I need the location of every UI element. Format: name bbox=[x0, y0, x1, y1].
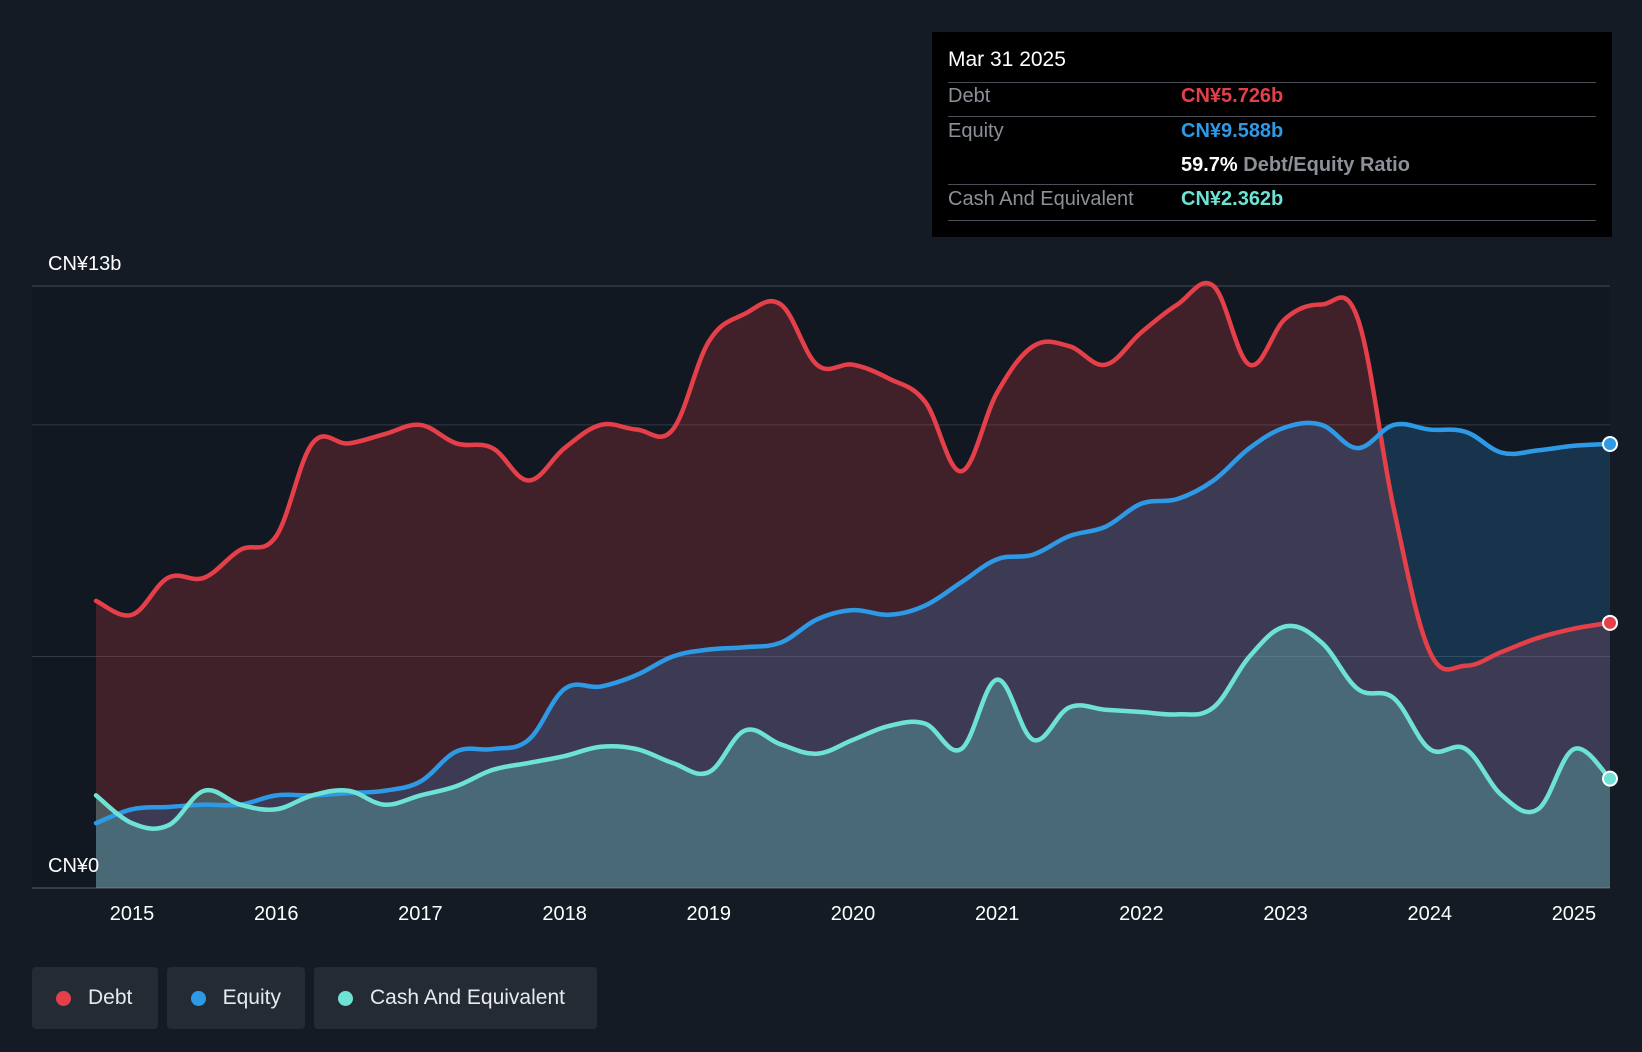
legend-item-equity[interactable]: Equity bbox=[167, 967, 305, 1029]
tooltip-ratio-label: Debt/Equity Ratio bbox=[1243, 154, 1410, 176]
legend-dot-cash bbox=[338, 990, 353, 1006]
y-tick-label: CN¥0 bbox=[48, 855, 99, 877]
x-tick-label: 2020 bbox=[831, 903, 876, 925]
tooltip-equity-label: Equity bbox=[948, 120, 1004, 142]
x-tick-label: 2021 bbox=[975, 903, 1020, 925]
line-equity bbox=[93, 420, 1613, 826]
area-equity bbox=[96, 422, 1610, 888]
tooltip-separator bbox=[948, 184, 1596, 185]
legend-label-debt: Debt bbox=[88, 986, 133, 1009]
plot-area bbox=[32, 286, 1610, 888]
tooltip-separator bbox=[948, 82, 1596, 83]
legend-item-debt[interactable]: Debt bbox=[32, 967, 158, 1029]
legend-label-equity: Equity bbox=[222, 986, 281, 1009]
end-marker-equity bbox=[1602, 436, 1618, 453]
legend: Debt Equity Cash And Equivalent bbox=[32, 967, 606, 1029]
tooltip-separator bbox=[948, 220, 1596, 221]
tooltip-date: Mar 31 2025 bbox=[948, 48, 1066, 71]
end-marker-cash-and-equivalent bbox=[1602, 770, 1618, 787]
x-tick-label: 2015 bbox=[110, 903, 155, 925]
legend-dot-equity bbox=[191, 990, 206, 1006]
x-tick-label: 2025 bbox=[1552, 903, 1597, 925]
area-cash-and-equivalent bbox=[96, 625, 1610, 888]
x-tick-label: 2022 bbox=[1119, 903, 1164, 925]
end-marker-debt bbox=[1602, 614, 1618, 631]
legend-label-cash: Cash And Equivalent bbox=[370, 986, 565, 1009]
tooltip-panel: Mar 31 2025 Debt CN¥5.726b Equity CN¥9.5… bbox=[932, 32, 1612, 237]
x-tick-label: 2018 bbox=[542, 903, 587, 925]
tooltip-ratio-value: 59.7% bbox=[1181, 154, 1238, 176]
x-tick-label: 2016 bbox=[254, 903, 299, 925]
line-debt bbox=[93, 280, 1613, 672]
tooltip-debt-label: Debt bbox=[948, 85, 991, 107]
tooltip-separator bbox=[948, 116, 1596, 117]
y-tick-label: CN¥13b bbox=[48, 253, 121, 275]
tooltip-ratio: 59.7% Debt/Equity Ratio bbox=[1181, 154, 1410, 177]
legend-item-cash[interactable]: Cash And Equivalent bbox=[314, 967, 597, 1029]
x-tick-label: 2019 bbox=[687, 903, 732, 925]
line-cash-and-equivalent bbox=[93, 623, 1613, 831]
tooltip-debt-value: CN¥5.726b bbox=[1181, 85, 1284, 107]
x-tick-label: 2024 bbox=[1408, 903, 1453, 925]
area-debt bbox=[96, 282, 1610, 888]
legend-dot-debt bbox=[56, 990, 71, 1006]
x-tick-label: 2023 bbox=[1263, 903, 1308, 925]
tooltip-cash-value: CN¥2.362b bbox=[1181, 188, 1284, 210]
tooltip-equity-value: CN¥9.588b bbox=[1181, 120, 1284, 142]
tooltip-cash-label: Cash And Equivalent bbox=[948, 188, 1134, 210]
x-tick-label: 2017 bbox=[398, 903, 443, 925]
